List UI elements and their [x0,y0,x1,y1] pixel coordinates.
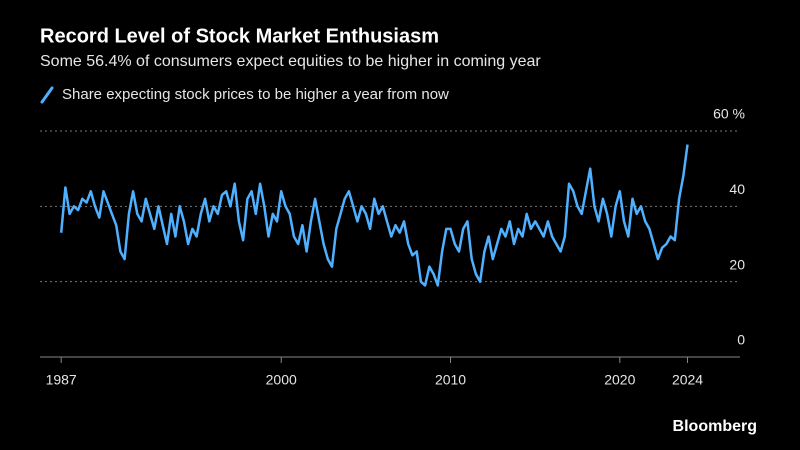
line-series [59,144,689,287]
legend-label: Share expecting stock prices to be highe… [62,86,449,103]
x-tick-label: 2010 [435,372,466,388]
legend-swatch [40,86,54,104]
x-tick-label: 2024 [672,372,703,388]
x-tick-label: 2000 [266,372,297,388]
chart-subtitle: Some 56.4% of consumers expect equities … [40,53,541,70]
y-tick-label: 40 [729,181,745,197]
y-tick-label: 20 [729,256,745,272]
source: Bloomberg [673,418,757,435]
x-tick-label: 2020 [604,372,635,388]
chart-title: Record Level of Stock Market Enthusiasm [40,25,439,47]
x-tick-label: 1987 [46,372,77,388]
y-tick-label: 0 [737,332,745,348]
y-tick-label: 60 % [713,106,745,122]
